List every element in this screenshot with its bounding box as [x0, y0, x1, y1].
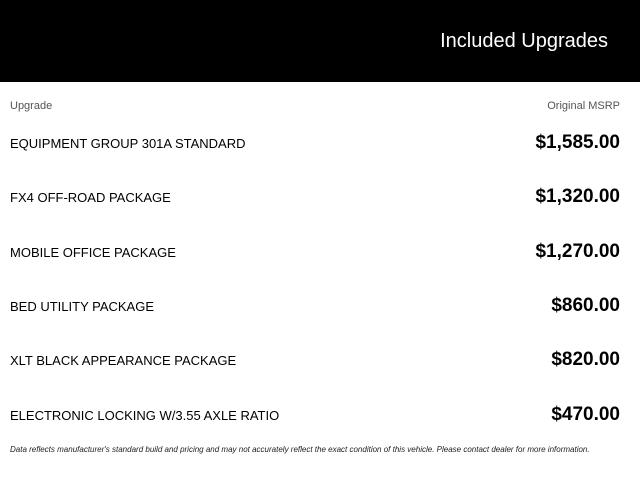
- table-row: XLT BLACK APPEARANCE PACKAGE $820.00: [10, 345, 620, 375]
- disclaimer-text: Data reflects manufacturer's standard bu…: [10, 445, 590, 454]
- column-header-upgrade: Upgrade: [10, 100, 53, 112]
- page-title: Included Upgrades: [440, 30, 608, 52]
- column-header-msrp: Original MSRP: [547, 100, 620, 112]
- header-bar: Included Upgrades: [0, 0, 640, 82]
- upgrade-price: $470.00: [551, 404, 620, 425]
- table-row: EQUIPMENT GROUP 301A STANDARD $1,585.00: [10, 128, 620, 158]
- table-row: ELECTRONIC LOCKING W/3.55 AXLE RATIO $470…: [10, 400, 620, 430]
- table-row: FX4 OFF-ROAD PACKAGE $1,320.00: [10, 182, 620, 212]
- upgrade-price: $1,585.00: [535, 132, 620, 153]
- upgrade-price: $820.00: [551, 349, 620, 370]
- upgrade-price: $1,320.00: [535, 186, 620, 207]
- upgrade-price: $860.00: [551, 295, 620, 316]
- upgrade-name: ELECTRONIC LOCKING W/3.55 AXLE RATIO: [10, 407, 280, 423]
- upgrade-name: EQUIPMENT GROUP 301A STANDARD: [10, 135, 246, 151]
- table-row: MOBILE OFFICE PACKAGE $1,270.00: [10, 237, 620, 267]
- upgrade-name: XLT BLACK APPEARANCE PACKAGE: [10, 352, 237, 368]
- upgrade-name: BED UTILITY PACKAGE: [10, 298, 155, 314]
- upgrade-name: MOBILE OFFICE PACKAGE: [10, 244, 176, 260]
- table-row: BED UTILITY PACKAGE $860.00: [10, 291, 620, 321]
- upgrade-price: $1,270.00: [535, 241, 620, 262]
- upgrade-name: FX4 OFF-ROAD PACKAGE: [10, 189, 171, 205]
